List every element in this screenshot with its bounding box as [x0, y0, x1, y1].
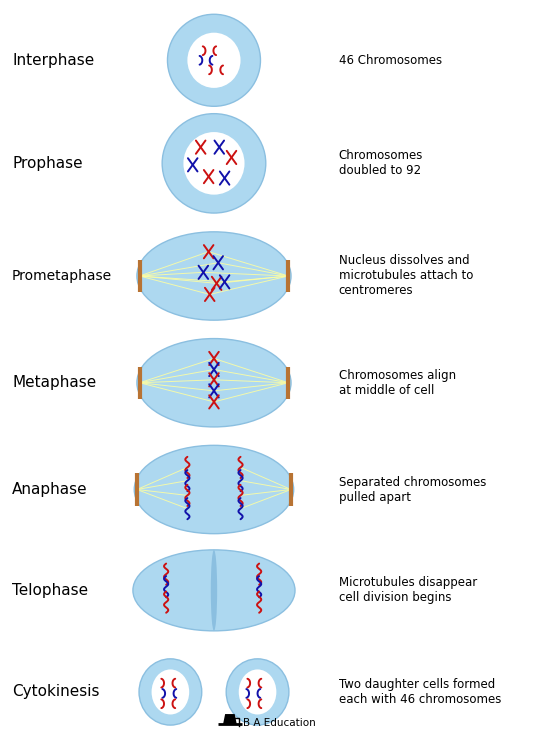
Text: Chromosomes
doubled to 92: Chromosomes doubled to 92: [339, 149, 423, 177]
Ellipse shape: [187, 33, 241, 88]
Ellipse shape: [226, 659, 289, 725]
Ellipse shape: [239, 670, 276, 715]
Ellipse shape: [162, 114, 266, 213]
Text: Interphase: Interphase: [12, 52, 94, 68]
Text: Telophase: Telophase: [12, 583, 88, 598]
Ellipse shape: [211, 550, 217, 631]
Text: B A Education: B A Education: [243, 718, 316, 728]
Ellipse shape: [137, 232, 291, 320]
Ellipse shape: [151, 670, 189, 715]
Text: Anaphase: Anaphase: [12, 482, 87, 497]
Text: Metaphase: Metaphase: [12, 375, 96, 390]
Text: Cytokinesis: Cytokinesis: [12, 684, 99, 700]
Ellipse shape: [167, 14, 261, 106]
Ellipse shape: [139, 659, 202, 725]
Ellipse shape: [134, 446, 294, 534]
Text: Prometaphase: Prometaphase: [12, 269, 112, 283]
Ellipse shape: [133, 550, 295, 631]
Text: Microtubules disappear
cell division begins: Microtubules disappear cell division beg…: [339, 576, 477, 605]
Ellipse shape: [137, 338, 291, 427]
Polygon shape: [223, 714, 237, 724]
Text: Chromosomes align
at middle of cell: Chromosomes align at middle of cell: [339, 369, 456, 397]
Text: Prophase: Prophase: [12, 156, 83, 171]
Text: Nucleus dissolves and
microtubules attach to
centromeres: Nucleus dissolves and microtubules attac…: [339, 254, 473, 298]
Text: 46 Chromosomes: 46 Chromosomes: [339, 54, 442, 67]
Text: Separated chromosomes
pulled apart: Separated chromosomes pulled apart: [339, 475, 486, 503]
Text: Two daughter cells formed
each with 46 chromosomes: Two daughter cells formed each with 46 c…: [339, 678, 501, 706]
Ellipse shape: [184, 132, 244, 194]
